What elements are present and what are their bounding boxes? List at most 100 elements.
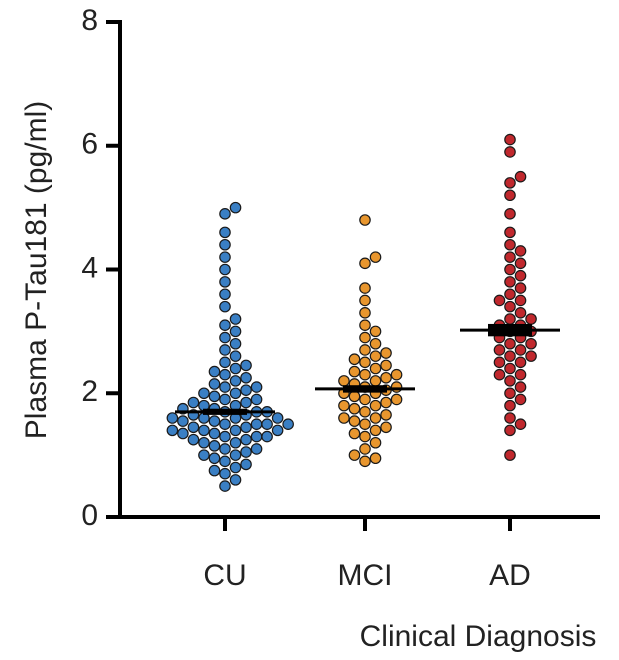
data-point [369,452,382,465]
data-point [504,238,516,251]
data-point [504,189,516,202]
data-point [229,350,242,362]
y-tick-label: 0 [81,499,98,532]
data-point [514,282,527,294]
data-point [493,368,506,381]
data-point [359,368,371,381]
data-point [250,430,263,443]
data-point [359,282,371,294]
data-point [359,430,371,443]
data-point [219,418,231,430]
data-point [514,269,527,282]
data-point [348,353,361,366]
data-point [504,350,516,362]
data-point [514,356,527,369]
data-point [177,415,189,427]
data-point [380,359,392,372]
data-point [219,467,231,480]
data-point [359,356,371,369]
data-point [369,251,382,263]
data-point [390,393,403,406]
data-point [525,313,537,325]
data-point [525,350,537,362]
data-point [359,443,371,455]
data-point [380,371,392,384]
y-tick-label: 4 [81,251,98,284]
data-point [359,344,371,356]
data-point [219,276,231,288]
data-point [504,251,516,263]
data-point [219,300,231,313]
data-point [219,238,231,251]
data-point [504,375,516,387]
data-point [229,449,242,461]
data-point [229,387,242,400]
data-point [229,461,242,474]
data-point [504,300,516,313]
data-point [525,337,537,350]
data-point [514,245,527,257]
data-point [219,208,231,220]
data-point [208,365,221,378]
data-point [359,393,371,406]
data-point [504,226,516,239]
data-point [369,436,382,449]
data-point [514,344,527,356]
data-point [219,368,231,381]
data-point [229,325,242,338]
data-point [219,331,231,344]
data-point [348,402,361,415]
error-bar [203,408,247,415]
data-point [348,390,361,403]
data-point [359,319,371,331]
data-point [514,307,527,319]
data-point [369,350,382,362]
data-point [514,418,527,430]
data-point [198,436,210,449]
data-point [187,396,200,409]
data-point [219,443,231,455]
data-point [187,433,200,446]
data-point [504,276,516,288]
data-point [504,288,516,301]
data-point [208,390,221,403]
data-point [504,177,516,189]
data-point [219,344,231,356]
data-point [493,344,506,356]
data-point [504,449,516,461]
data-point [229,201,242,214]
data-point [359,406,371,418]
data-point [514,381,527,393]
data-point [240,371,252,384]
data-point [208,452,221,465]
data-point [514,393,527,406]
data-point [219,226,231,239]
data-point [348,427,361,440]
data-point [359,455,371,468]
data-point [208,440,221,452]
data-point [271,424,284,437]
data-point [229,436,242,449]
data-point [240,396,252,409]
y-tick-label: 8 [81,4,98,37]
data-point [504,412,516,424]
data-point [229,424,242,437]
data-point [219,480,231,492]
data-point [229,313,242,325]
data-point [250,393,263,406]
data-point [240,458,252,471]
data-point [219,381,231,393]
data-point [240,433,252,446]
x-tick-label: MCI [338,559,393,592]
data-point [504,424,516,437]
data-point [380,396,392,409]
data-point [348,449,361,461]
data-point [359,294,371,307]
data-point [250,381,263,393]
data-point [219,319,231,331]
data-point [177,427,189,440]
y-axis-title: Plasma P-Tau181 (pg/ml) [20,101,53,439]
data-point [493,356,506,369]
data-point [229,474,242,486]
data-point [504,313,516,325]
